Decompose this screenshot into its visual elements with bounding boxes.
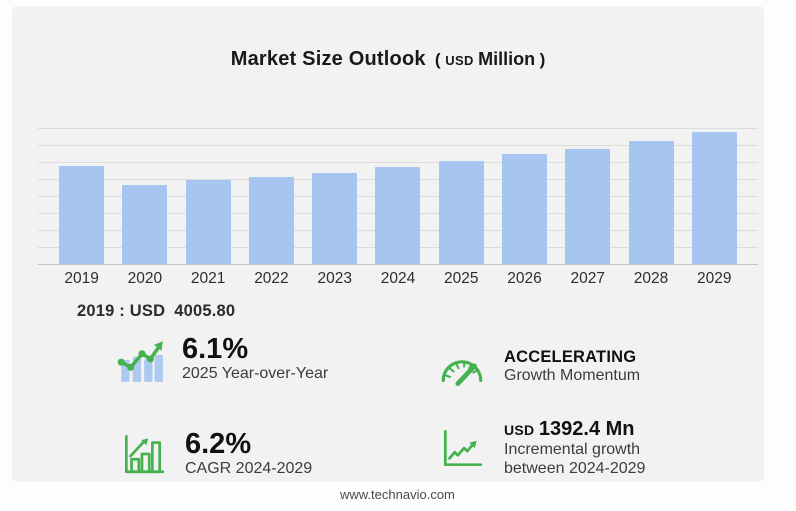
x-tick-label: 2029 — [697, 270, 732, 287]
line-growth-icon — [437, 423, 487, 473]
momentum-label: Growth Momentum — [504, 367, 641, 385]
x-tick-label: 2027 — [570, 270, 605, 287]
bar-2027 — [565, 148, 611, 265]
x-tick-label: 2021 — [190, 270, 226, 287]
cagr-value: 6.2% — [185, 428, 252, 461]
bar-slot — [303, 129, 366, 265]
yoy-value: 6.1% — [182, 333, 249, 366]
stat-momentum: ACCELERATING Growth Momentum — [437, 342, 640, 392]
incremental-value: 1392.4 Mn — [538, 418, 635, 440]
bar-slot — [366, 129, 429, 265]
stat-incremental: USD 1392.4 Mn Incremental growth between… — [437, 418, 686, 479]
bar-slot — [619, 129, 682, 265]
bar-slot — [240, 129, 303, 265]
x-axis-line — [38, 264, 758, 265]
x-tick-label: 2026 — [507, 270, 542, 287]
bar-slot — [50, 129, 113, 265]
x-axis-labels: 2019 2020 2021 2022 2023 2024 2025 2026 2027 2028… — [38, 270, 758, 288]
bar-2022 — [248, 177, 294, 265]
title-paren-close: ) — [539, 50, 546, 69]
x-tick-label: 2023 — [317, 270, 352, 287]
x-tick-label: 2024 — [380, 270, 416, 287]
bar-slot — [683, 129, 746, 265]
x-tick-label: 2019 — [64, 270, 99, 287]
bar-growth-icon — [118, 429, 168, 479]
x-tick-label: 2020 — [127, 270, 163, 287]
bar-2029 — [691, 132, 737, 265]
base-year-prefix: 2019 : USD — [77, 302, 166, 320]
stat-cagr: 6.2% CAGR 2024-2029 — [118, 429, 312, 479]
bar-slot — [430, 129, 493, 265]
yoy-label: 2025 Year-over-Year — [182, 364, 329, 382]
infographic-panel: Market Size Outlook ( USD Million ) 2019… — [12, 6, 764, 482]
title-text: Market Size Outlook — [230, 48, 426, 70]
title-paren-open: ( — [434, 50, 441, 69]
stat-yoy: 6.1% 2025 Year-over-Year — [115, 334, 328, 384]
page-title: Market Size Outlook ( USD Million ) — [12, 48, 764, 71]
bar-slot — [113, 129, 176, 265]
bar-slot — [493, 129, 556, 265]
x-tick-label: 2028 — [633, 270, 669, 287]
title-currency: USD — [445, 53, 474, 68]
incremental-label: Incremental growth between 2024-2029 — [504, 441, 646, 477]
cagr-label: CAGR 2024-2029 — [185, 459, 313, 477]
bar-slot — [556, 129, 619, 265]
base-year-value: 4005.80 — [174, 302, 236, 320]
x-tick-label: 2025 — [443, 270, 479, 287]
bar-2025 — [438, 160, 484, 265]
trend-bars-icon — [115, 334, 165, 384]
bar-2028 — [628, 140, 674, 265]
gauge-icon — [437, 342, 487, 392]
base-year-annotation: 2019 : USD 4005.80 — [77, 302, 235, 321]
x-tick-label: 2022 — [254, 270, 289, 287]
website-watermark: www.technavio.com — [340, 487, 455, 502]
momentum-value: ACCELERATING — [504, 348, 637, 367]
bar-slot — [177, 129, 240, 265]
incremental-currency: USD — [504, 422, 535, 438]
bar-2023 — [312, 172, 358, 265]
title-unit: Million — [478, 49, 536, 69]
bar-2021 — [185, 179, 231, 265]
bar-2019 — [59, 165, 105, 265]
bar-chart-plot — [38, 128, 758, 265]
bar-2020 — [122, 184, 168, 265]
bar-2026 — [501, 154, 547, 265]
bar-2024 — [375, 166, 421, 265]
